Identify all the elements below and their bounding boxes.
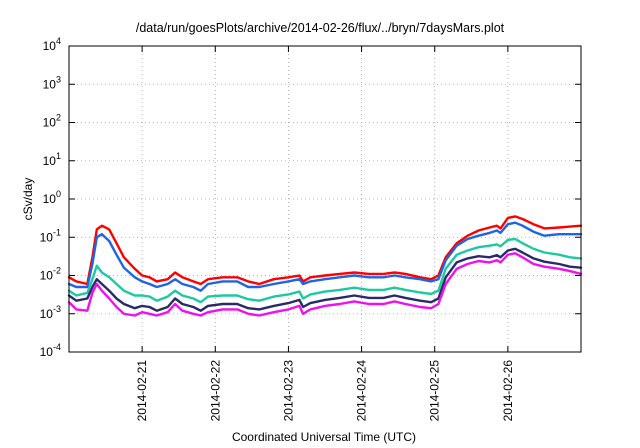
- y-tick-exponent: 4: [56, 36, 61, 46]
- y-tick-exponent: 3: [56, 74, 61, 84]
- y-tick-label: 103: [43, 74, 61, 91]
- y-tick-label: 101: [43, 151, 61, 168]
- series-layer: [67, 215, 583, 317]
- y-tick-exponent: 2: [56, 113, 61, 123]
- y-tick-label: 10-4: [40, 342, 61, 359]
- y-tick-exponent: 0: [56, 189, 61, 199]
- x-tick-label: 2014-02-23: [281, 360, 295, 422]
- x-tick-label: 2014-02-24: [355, 360, 369, 422]
- series-line-4: [67, 247, 583, 312]
- series-line-2: [67, 221, 583, 292]
- x-axis-label: Coordinated Universal Time (UTC): [232, 430, 416, 444]
- x-tick-label: 2014-02-26: [501, 360, 515, 422]
- y-tick-exponent: -4: [53, 342, 61, 352]
- y-tick-label: 102: [43, 113, 61, 130]
- x-axis: 2014-02-21 2014-02-22 2014-02-23 2014-02-24…: [135, 46, 515, 421]
- y-tick-label: 100: [43, 189, 61, 206]
- series-line-1: [67, 215, 583, 286]
- y-axis-label: cSv/day: [21, 178, 35, 221]
- y-tick-label: 10-2: [40, 266, 61, 283]
- x-tick-label: 2014-02-25: [428, 360, 442, 422]
- y-tick-label: 10-1: [40, 227, 61, 244]
- y-tick-label: 104: [43, 36, 61, 53]
- series-line-3: [67, 237, 583, 304]
- series-line-5: [67, 252, 583, 317]
- chart-title: /data/run/goesPlots/archive/2014-02-26/f…: [136, 21, 505, 35]
- y-tick-exponent: -2: [53, 266, 61, 276]
- y-tick-exponent: 1: [56, 151, 61, 161]
- x-tick-label: 2014-02-21: [135, 360, 149, 422]
- x-tick-label: 2014-02-22: [208, 360, 222, 422]
- y-tick-exponent: -3: [53, 304, 61, 314]
- y-tick-label: 10-3: [40, 304, 61, 321]
- y-tick-exponent: -1: [53, 227, 61, 237]
